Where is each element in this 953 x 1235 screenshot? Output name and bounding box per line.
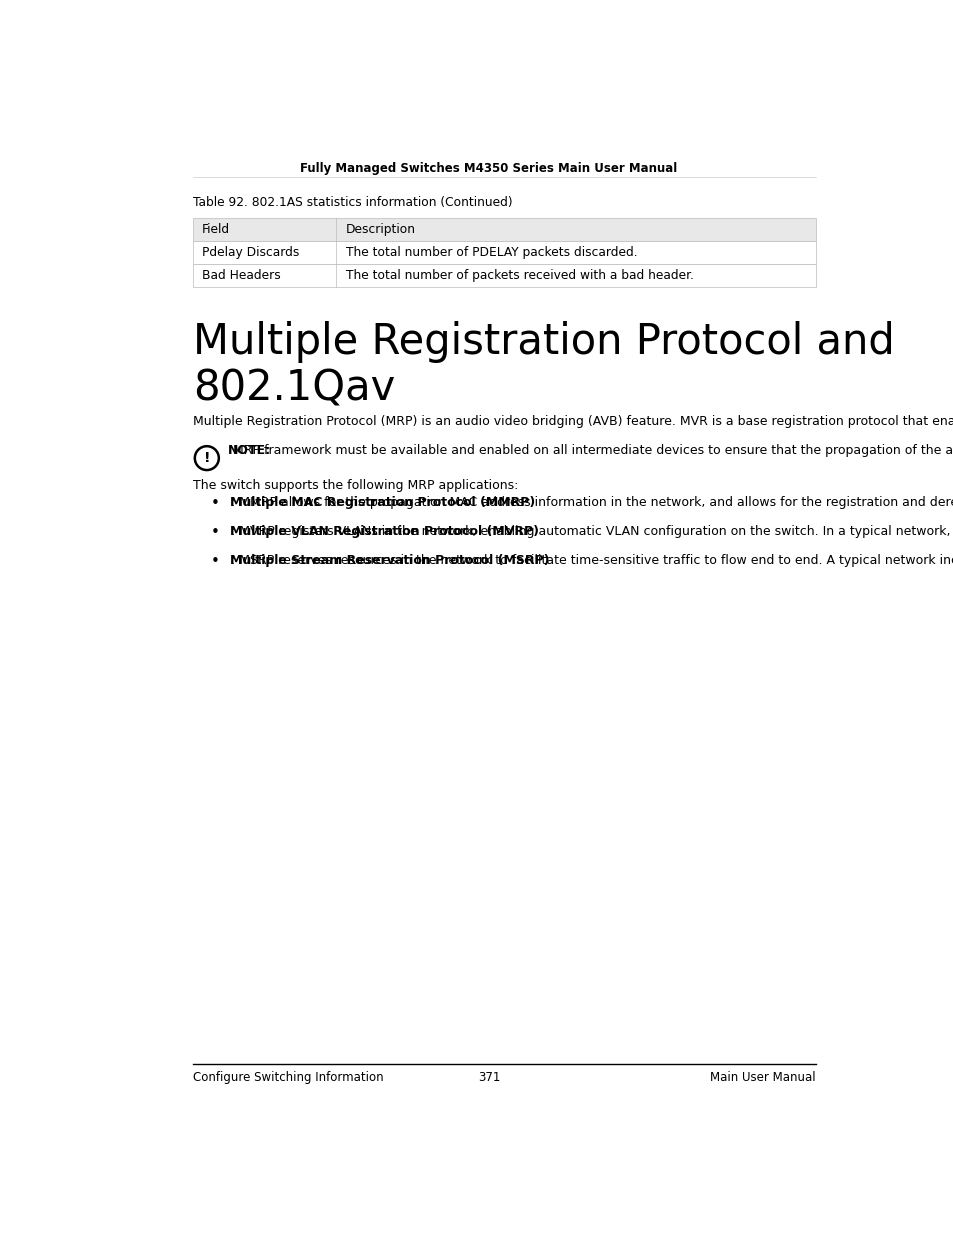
Text: The total number of packets received with a bad header.: The total number of packets received wit… [345,269,693,282]
FancyBboxPatch shape [193,241,815,264]
FancyBboxPatch shape [193,264,815,287]
Text: Configure Switching Information: Configure Switching Information [193,1072,383,1084]
Text: Multiple VLAN Registration Protocol (MVRP): Multiple VLAN Registration Protocol (MVR… [230,525,538,538]
Text: •: • [211,496,219,511]
Text: Multiple Registration Protocol and: Multiple Registration Protocol and [193,321,894,363]
FancyBboxPatch shape [193,217,815,241]
Text: 371: 371 [477,1072,499,1084]
Text: : MVRP registers VLANs in the network, enabling automatic VLAN configuration on : : MVRP registers VLANs in the network, e… [231,525,953,538]
Text: NOTE:: NOTE: [228,445,271,457]
Text: : MSRP reserves resources in the network to facilitate time-sensitive traffic to: : MSRP reserves resources in the network… [231,555,953,567]
Text: Main User Manual: Main User Manual [710,1072,815,1084]
Text: The total number of PDELAY packets discarded.: The total number of PDELAY packets disca… [345,246,637,258]
Text: Table 92. 802.1AS statistics information (Continued): Table 92. 802.1AS statistics information… [193,196,512,209]
Text: !: ! [203,451,210,466]
Text: •: • [211,555,219,569]
Text: Field: Field [202,222,230,236]
Text: Pdelay Discards: Pdelay Discards [202,246,299,258]
Circle shape [194,446,218,471]
Text: Multiple Stream Reservation Protocol (MSRP): Multiple Stream Reservation Protocol (MS… [230,555,549,567]
Text: Multiple MAC Registration Protocol (MMRP): Multiple MAC Registration Protocol (MMRP… [230,496,535,509]
Text: Description: Description [345,222,416,236]
Text: •: • [211,525,219,540]
Text: Bad Headers: Bad Headers [202,269,280,282]
Text: Multiple Registration Protocol (MRP) is an audio video bridging (AVB) feature. M: Multiple Registration Protocol (MRP) is … [193,415,953,429]
Text: : MMRP allows for the propagation MAC address information in the network, and al: : MMRP allows for the propagation MAC ad… [231,496,953,509]
Text: MRP framework must be available and enabled on all intermediate devices to ensur: MRP framework must be available and enab… [229,445,953,457]
Text: Fully Managed Switches M4350 Series Main User Manual: Fully Managed Switches M4350 Series Main… [300,162,677,175]
Text: 802.1Qav: 802.1Qav [193,368,395,410]
Text: The switch supports the following MRP applications:: The switch supports the following MRP ap… [193,479,517,493]
